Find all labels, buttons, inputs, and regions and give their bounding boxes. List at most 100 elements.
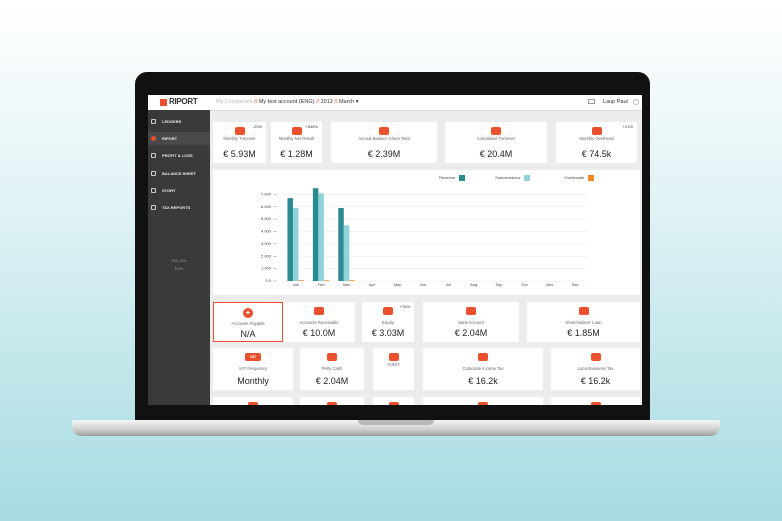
- separator: |: [178, 258, 180, 263]
- card-value: € 3.03M: [371, 328, 405, 338]
- card-title: Bank Account: [458, 320, 484, 325]
- bar: [287, 198, 293, 281]
- card[interactable]: Petty Cash € 2.04M: [300, 348, 364, 390]
- card-icon: [248, 402, 258, 405]
- card[interactable]: +546% Monthly Net Result € 1.28M: [271, 122, 322, 163]
- card-title: Local Business Tax: [577, 366, 614, 371]
- card-icon: [466, 307, 476, 315]
- x-tick-label: Feb: [318, 282, 326, 287]
- nav-icon: [151, 153, 156, 159]
- nav-item[interactable]: STORY: [148, 184, 210, 197]
- x-tick-label: Dec: [572, 282, 579, 287]
- card-value: € 10.0M: [302, 328, 336, 338]
- breadcrumb-item[interactable]: 2012: [320, 99, 333, 105]
- bar: [292, 208, 299, 281]
- card-icon: [388, 353, 399, 361]
- x-tick-label: Nov: [546, 282, 553, 287]
- card-value: € 2.04M: [315, 376, 349, 386]
- card-title: Monthly Net Result: [278, 136, 315, 141]
- nav-icon: [151, 187, 156, 193]
- bar: [343, 225, 350, 281]
- separator: //: [254, 99, 258, 105]
- card-title: VAT Frequency: [238, 366, 268, 371]
- card-title: Accounts Receivable: [299, 320, 339, 325]
- card[interactable]: + Accounts Payable N/A: [213, 302, 283, 342]
- breadcrumb: My Companies // My test account (ENG) //…: [216, 99, 359, 105]
- card[interactable]: VAT VAT Frequency Monthly: [213, 348, 293, 390]
- bar: [298, 280, 304, 281]
- language[interactable]: Fin: [180, 258, 187, 263]
- card-icon: [591, 127, 602, 135]
- card[interactable]: +76% Equity € 3.03M: [362, 302, 414, 342]
- card-value: € 5.93M: [223, 149, 256, 159]
- card-value: € 1.85M: [567, 328, 600, 338]
- nav-label: STORY: [162, 187, 176, 193]
- card[interactable]: Local Business Tax € 16.2k: [551, 348, 640, 390]
- user-name[interactable]: Laup Paul: [603, 99, 628, 105]
- card-icon: [314, 307, 324, 315]
- language[interactable]: EN: [171, 258, 178, 263]
- nav-icon: [151, 170, 156, 176]
- mail-icon[interactable]: [588, 99, 595, 104]
- card-value: € 2.04M: [454, 328, 488, 338]
- nav-label: LEDGERS: [162, 119, 182, 124]
- card-icon: [578, 307, 589, 315]
- nav-icon: [151, 205, 156, 210]
- card-icon: [379, 127, 389, 135]
- laptop-base: [72, 420, 720, 436]
- card[interactable]: AUDIT: [373, 348, 414, 390]
- card[interactable]: Shareholders' Loan € 1.85M: [527, 302, 640, 342]
- card[interactable]: -23% Monthly Turnover € 5.93M: [213, 122, 266, 163]
- logo[interactable]: RIPORT: [169, 97, 198, 106]
- nav-item[interactable]: TAX REPORTS: [148, 201, 210, 214]
- nav-label: BALANCE SHEET: [162, 170, 197, 176]
- card-value: € 20.4M: [479, 149, 513, 159]
- breadcrumb-item[interactable]: March: [338, 99, 355, 105]
- y-tick-label: 4.000: [261, 229, 272, 234]
- sidebar: EN | Fin EUR LEDGERS RIPORT PROFIT & LOSS B…: [148, 110, 210, 405]
- card-icon: [234, 127, 245, 135]
- separator: //: [334, 99, 338, 105]
- nav-item[interactable]: BALANCE SHEET: [148, 167, 210, 180]
- card-icon: +: [243, 308, 253, 318]
- card-title: Equity: [382, 320, 394, 325]
- settings-icon[interactable]: [633, 99, 639, 105]
- card-icon: [327, 353, 337, 361]
- card[interactable]: +21% Monthly Overhead € 74.5k: [556, 122, 637, 163]
- card-icon: [383, 307, 393, 315]
- card-icon: [478, 353, 488, 361]
- card: [300, 397, 364, 405]
- nav-item[interactable]: PROFIT & LOSS: [148, 149, 210, 162]
- card-value: N/A: [240, 329, 256, 339]
- card[interactable]: Corporate Income Tax € 16.2k: [423, 348, 543, 390]
- card: [373, 397, 414, 405]
- card-title: Monthly Turnover: [223, 136, 256, 141]
- bar: [338, 208, 344, 281]
- card-title: Monthly Overhead: [579, 136, 614, 141]
- y-tick-label: 0.0: [265, 278, 271, 283]
- top-bar: RIPORT My Companies // My test account (…: [148, 95, 642, 111]
- card: [423, 397, 543, 405]
- card[interactable]: Annual Balance Sheet Total € 2.39M: [331, 122, 437, 163]
- legend-swatch: [459, 175, 465, 181]
- legend-swatch: [524, 175, 530, 181]
- card[interactable]: Accounts Receivable € 10.0M: [283, 302, 355, 342]
- nav-item[interactable]: RIPORT: [148, 132, 210, 146]
- card[interactable]: Bank Account € 2.04M: [423, 302, 519, 342]
- screen: RIPORT My Companies // My test account (…: [148, 95, 642, 405]
- x-tick-label: Jul: [446, 282, 451, 287]
- chevron[interactable]: ▾: [354, 99, 359, 105]
- bar: [318, 193, 324, 281]
- breadcrumb-item[interactable]: My Companies: [216, 99, 253, 105]
- y-tick-label: 6.000: [261, 204, 272, 209]
- y-tick-label: 7.000: [261, 191, 272, 196]
- card-icon: [590, 353, 601, 361]
- card[interactable]: Annualised Turnover € 20.4M: [445, 122, 547, 163]
- x-tick-label: Mar: [343, 282, 351, 287]
- nav-item[interactable]: LEDGERS: [148, 115, 210, 128]
- laptop-notch: [358, 420, 434, 425]
- card-icon: [327, 402, 337, 405]
- breadcrumb-item[interactable]: My test account (ENG): [258, 99, 315, 105]
- bar: [349, 280, 355, 281]
- currency[interactable]: EUR: [174, 266, 184, 271]
